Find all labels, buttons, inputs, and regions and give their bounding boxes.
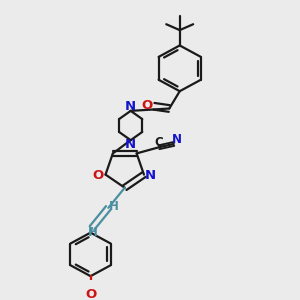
Text: N: N	[125, 100, 136, 113]
Text: C: C	[155, 136, 164, 149]
Text: O: O	[93, 169, 104, 182]
Text: O: O	[85, 288, 96, 300]
Text: N: N	[125, 138, 136, 151]
Text: N: N	[172, 133, 182, 146]
Text: N: N	[145, 169, 156, 182]
Text: H: H	[88, 226, 98, 239]
Text: H: H	[109, 200, 119, 213]
Text: O: O	[142, 99, 153, 112]
